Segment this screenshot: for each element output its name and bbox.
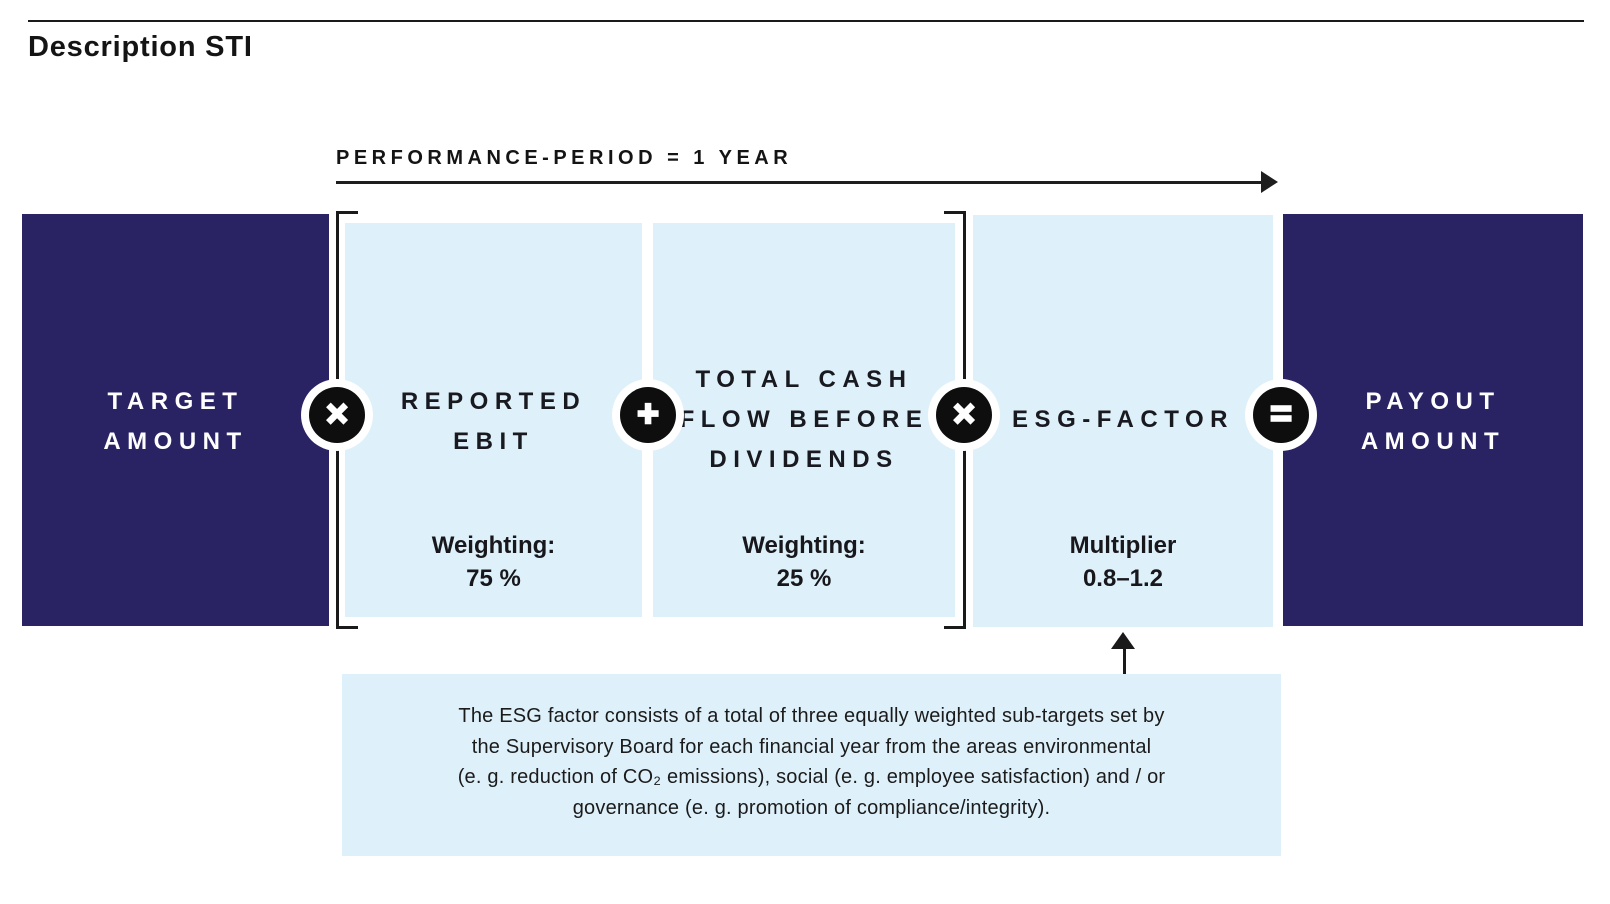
box-title: REPORTED EBIT (400, 388, 587, 455)
performance-period-arrow-line (336, 181, 1262, 184)
page-title: Description STI (28, 31, 253, 63)
box-title: TOTAL CASH FLOW BEFORE DIVIDENDS (679, 366, 929, 473)
note-line: the Supervisory Board for each financial… (471, 735, 1152, 758)
box-weighting: Weighting: 75 % (431, 532, 556, 592)
bracket-left-bottom-tick (336, 626, 358, 629)
box-title: PAYOUT AMOUNT (1360, 388, 1506, 455)
box-weighting: Weighting: 25 % (742, 532, 866, 592)
plus-icon: + (620, 387, 676, 443)
flow-box-target-amount: TARGET AMOUNT (22, 214, 329, 626)
esg-note: The ESG factor consists of a total of th… (342, 674, 1281, 856)
box-multiplier: Multiplier 0.8–1.2 (1069, 532, 1177, 592)
arrow-right-icon (1261, 171, 1278, 193)
note-line: governance (e. g. promotion of complianc… (572, 796, 1051, 819)
top-rule (28, 20, 1584, 22)
bracket-right-top-tick (944, 211, 966, 214)
note-line: (e. g. reduction of CO₂ emissions), soci… (457, 766, 1166, 788)
note-connector-line (1123, 649, 1126, 676)
bracket-right-bottom-tick (944, 626, 966, 629)
note-line: The ESG factor consists of a total of th… (458, 705, 1165, 727)
box-title: TARGET AMOUNT (103, 388, 248, 455)
multiply-icon: × (936, 387, 992, 443)
bracket-left-top-tick (336, 211, 358, 214)
arrow-up-icon (1111, 632, 1135, 649)
equals-icon: = (1253, 387, 1309, 443)
flow-box-payout-amount: PAYOUT AMOUNT (1283, 214, 1583, 626)
flow-box-reported-ebit: REPORTED EBIT Weighting: 75 % (345, 223, 642, 617)
flow-box-esg-factor: ESG-FACTOR Multiplier 0.8–1.2 (973, 215, 1273, 627)
performance-period-label: PERFORMANCE-PERIOD = 1 YEAR (336, 147, 793, 169)
flow-box-total-cash-flow: TOTAL CASH FLOW BEFORE DIVIDENDS Weighti… (653, 223, 955, 617)
multiply-icon: × (309, 387, 365, 443)
box-title: ESG-FACTOR (1012, 406, 1234, 433)
